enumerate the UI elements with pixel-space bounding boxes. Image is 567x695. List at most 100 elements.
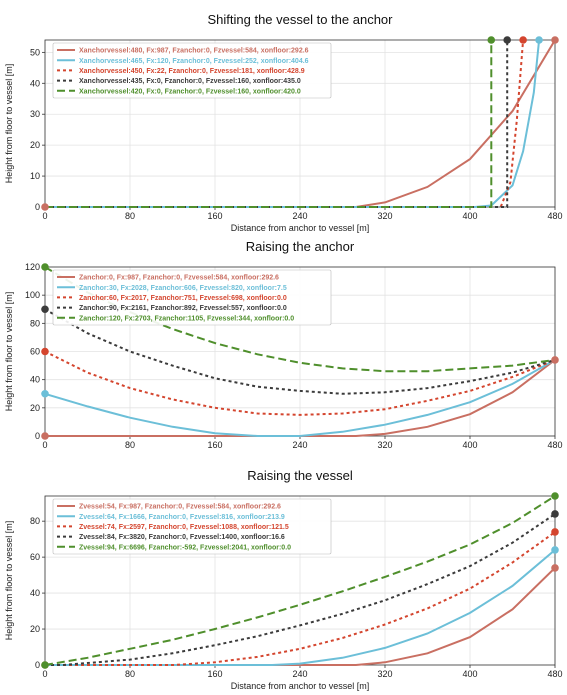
series-line-2: [45, 39, 525, 208]
y-tick-label: 40: [30, 588, 40, 598]
series-marker-4: [41, 263, 49, 271]
chart-title: Raising the anchor: [246, 239, 355, 254]
x-tick-label: 480: [547, 211, 562, 221]
y-tick-label: 30: [30, 109, 40, 119]
x-tick-label: 160: [207, 211, 222, 221]
legend-entry: Zvessel:94, Fx:6696, Fzanchor:-592, Fzve…: [79, 544, 291, 551]
x-tick-label: 400: [462, 211, 477, 221]
legend: [52, 42, 332, 99]
series-line-2: [45, 531, 555, 666]
legend-entry: Zvessel:54, Fx:987, Fzanchor:0, Fzvessel…: [79, 504, 281, 511]
y-axis-label: Height from floor to vessel [m]: [4, 64, 14, 184]
x-tick-label: 0: [42, 669, 47, 679]
legend-entry: Zvessel:84, Fx:3820, Fzanchor:0, Fzvesse…: [79, 534, 285, 541]
series-marker-4: [41, 661, 49, 669]
x-tick-label: 400: [462, 440, 477, 450]
legend-entry: Zvessel:64, Fx:1666, Fzanchor:0, Fzvesse…: [79, 514, 285, 521]
legend-entry: Zanchor:60, Fx:2017, Fzanchor:751, Fzves…: [79, 295, 287, 302]
x-axis-label: Distance from anchor to vessel [m]: [231, 681, 370, 691]
series-marker-2: [519, 36, 527, 44]
legend-entry: Xanchorvessel:420, Fx:0, Fzanchor:0, Fzv…: [79, 88, 301, 95]
series-marker-3: [503, 36, 511, 44]
y-tick-label: 80: [30, 318, 40, 328]
chart-2: Raising the vessel 0 80 160 240 320 400 480 0 20 4…: [4, 468, 563, 691]
y-tick-label: 10: [30, 171, 40, 181]
y-tick-label: 120: [25, 262, 40, 272]
x-tick-label: 480: [547, 669, 562, 679]
y-tick-label: 80: [30, 516, 40, 526]
x-axis-label: Distance from anchor to vessel [m]: [231, 223, 370, 233]
series-line-1: [45, 549, 555, 666]
series-line-3: [45, 513, 555, 666]
legend-entry: Zanchor:30, Fx:2028, Fzanchor:606, Fzves…: [79, 285, 287, 292]
y-tick-label: 40: [30, 78, 40, 88]
y-tick-label: 50: [30, 47, 40, 57]
x-tick-label: 80: [125, 211, 135, 221]
legend-entry: Xanchorvessel:450, Fx:22, Fzanchor:0, Fz…: [79, 68, 305, 75]
legend: [52, 498, 332, 555]
series-line-0: [45, 359, 555, 437]
series-marker-4: [551, 492, 559, 500]
x-tick-label: 480: [547, 440, 562, 450]
series-line-3: [45, 308, 555, 395]
y-axis-label: Height from floor to vessel [m]: [4, 292, 14, 412]
series-line-0: [45, 567, 555, 666]
chart-0: Shifting the vessel to the anchor 0 80 160 2…: [4, 12, 563, 233]
legend-entry: Zanchor:120, Fx:2703, Fzanchor:1105, Fzv…: [79, 315, 294, 322]
series-marker-2: [41, 347, 49, 356]
series-marker-0: [551, 564, 559, 572]
x-tick-label: 400: [462, 669, 477, 679]
y-tick-label: 60: [30, 552, 40, 562]
legend: [52, 269, 332, 326]
series-marker-0: [551, 36, 559, 44]
legend-entry: Zanchor:0, Fx:987, Fzanchor:0, Fzvessel:…: [79, 275, 279, 282]
x-tick-label: 240: [292, 440, 307, 450]
series-line-2: [45, 350, 555, 416]
y-axis-label: Height from floor to vessel [m]: [4, 521, 14, 641]
series-marker-0: [551, 356, 559, 364]
series-line-1: [45, 39, 541, 208]
x-tick-label: 0: [42, 211, 47, 221]
series-marker-0: [41, 203, 49, 211]
series-marker-1: [535, 36, 543, 44]
series-marker-3: [551, 510, 559, 518]
chart-title: Raising the vessel: [247, 468, 353, 483]
series-marker-1: [41, 389, 49, 398]
series-line-4: [45, 40, 493, 208]
x-tick-label: 0: [42, 440, 47, 450]
series-marker-3: [41, 305, 49, 314]
x-tick-label: 320: [377, 440, 392, 450]
x-tick-label: 80: [125, 669, 135, 679]
series-marker-4: [487, 36, 496, 44]
y-tick-label: 0: [35, 431, 40, 441]
series-marker-2: [551, 528, 559, 536]
x-tick-label: 240: [292, 211, 307, 221]
chart-1: Raising the anchor 0 80 160 240 320 400 480 0 20 4…: [4, 239, 563, 450]
x-tick-label: 160: [207, 669, 222, 679]
y-tick-label: 0: [35, 660, 40, 670]
legend-entry: Xanchorvessel:480, Fx:987, Fzanchor:0, F…: [79, 48, 309, 55]
legend-entry: Zvessel:74, Fx:2597, Fzanchor:0, Fzvesse…: [79, 524, 289, 531]
series-line-1: [45, 359, 555, 437]
y-tick-label: 20: [30, 140, 40, 150]
y-tick-label: 100: [25, 290, 40, 300]
x-tick-label: 160: [207, 440, 222, 450]
chart-title: Shifting the vessel to the anchor: [207, 12, 393, 27]
x-tick-label: 320: [377, 669, 392, 679]
x-tick-label: 320: [377, 211, 392, 221]
legend-entry: Xanchorvessel:435, Fx:0, Fzanchor:0, Fzv…: [79, 78, 301, 85]
series-line-3: [45, 40, 509, 208]
series-marker-0: [41, 432, 49, 440]
legend-entry: Xanchorvessel:465, Fx:120, Fzanchor:0, F…: [79, 58, 309, 65]
y-tick-label: 20: [30, 624, 40, 634]
legend-entry: Zanchor:90, Fx:2161, Fzanchor:892, Fzves…: [79, 305, 287, 312]
series-line-4: [45, 495, 555, 666]
series-marker-1: [551, 546, 559, 554]
x-tick-label: 80: [125, 440, 135, 450]
x-tick-label: 240: [292, 669, 307, 679]
y-tick-label: 40: [30, 375, 40, 385]
y-tick-label: 0: [35, 202, 40, 212]
y-tick-label: 60: [30, 347, 40, 357]
y-tick-label: 20: [30, 403, 40, 413]
